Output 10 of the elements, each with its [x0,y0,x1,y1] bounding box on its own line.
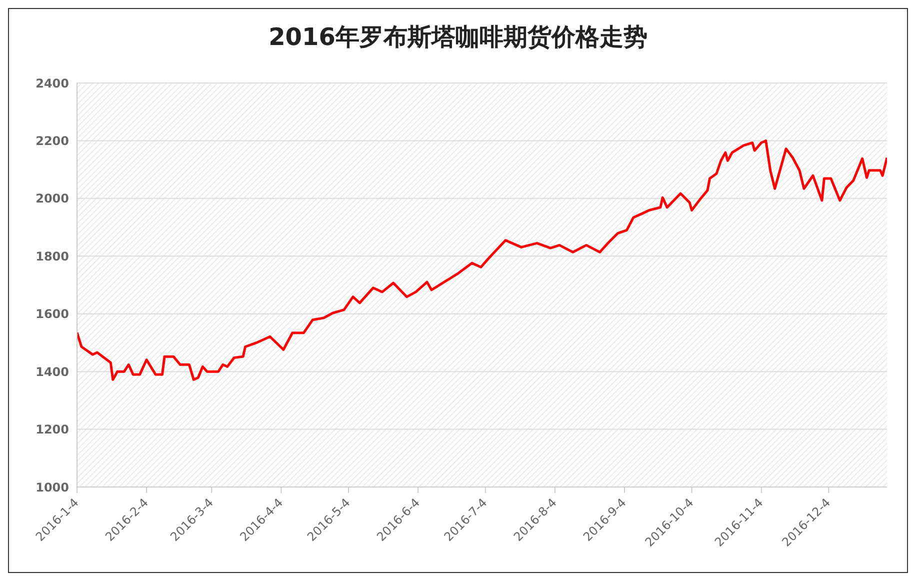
y-tick-label: 2400 [36,76,69,90]
y-tick-label: 1600 [36,307,69,322]
y-tick-label: 2200 [36,134,69,148]
line-series [77,139,887,381]
y-tick-label: 1400 [36,364,69,379]
y-tick-label: 1200 [36,422,69,437]
y-tick-label: 2000 [36,192,69,206]
chart-title: 2016年罗布斯塔咖啡期货价格走势 [268,22,648,53]
y-tick-label: 1000 [36,480,69,494]
y-tick-label: 1800 [36,249,69,264]
